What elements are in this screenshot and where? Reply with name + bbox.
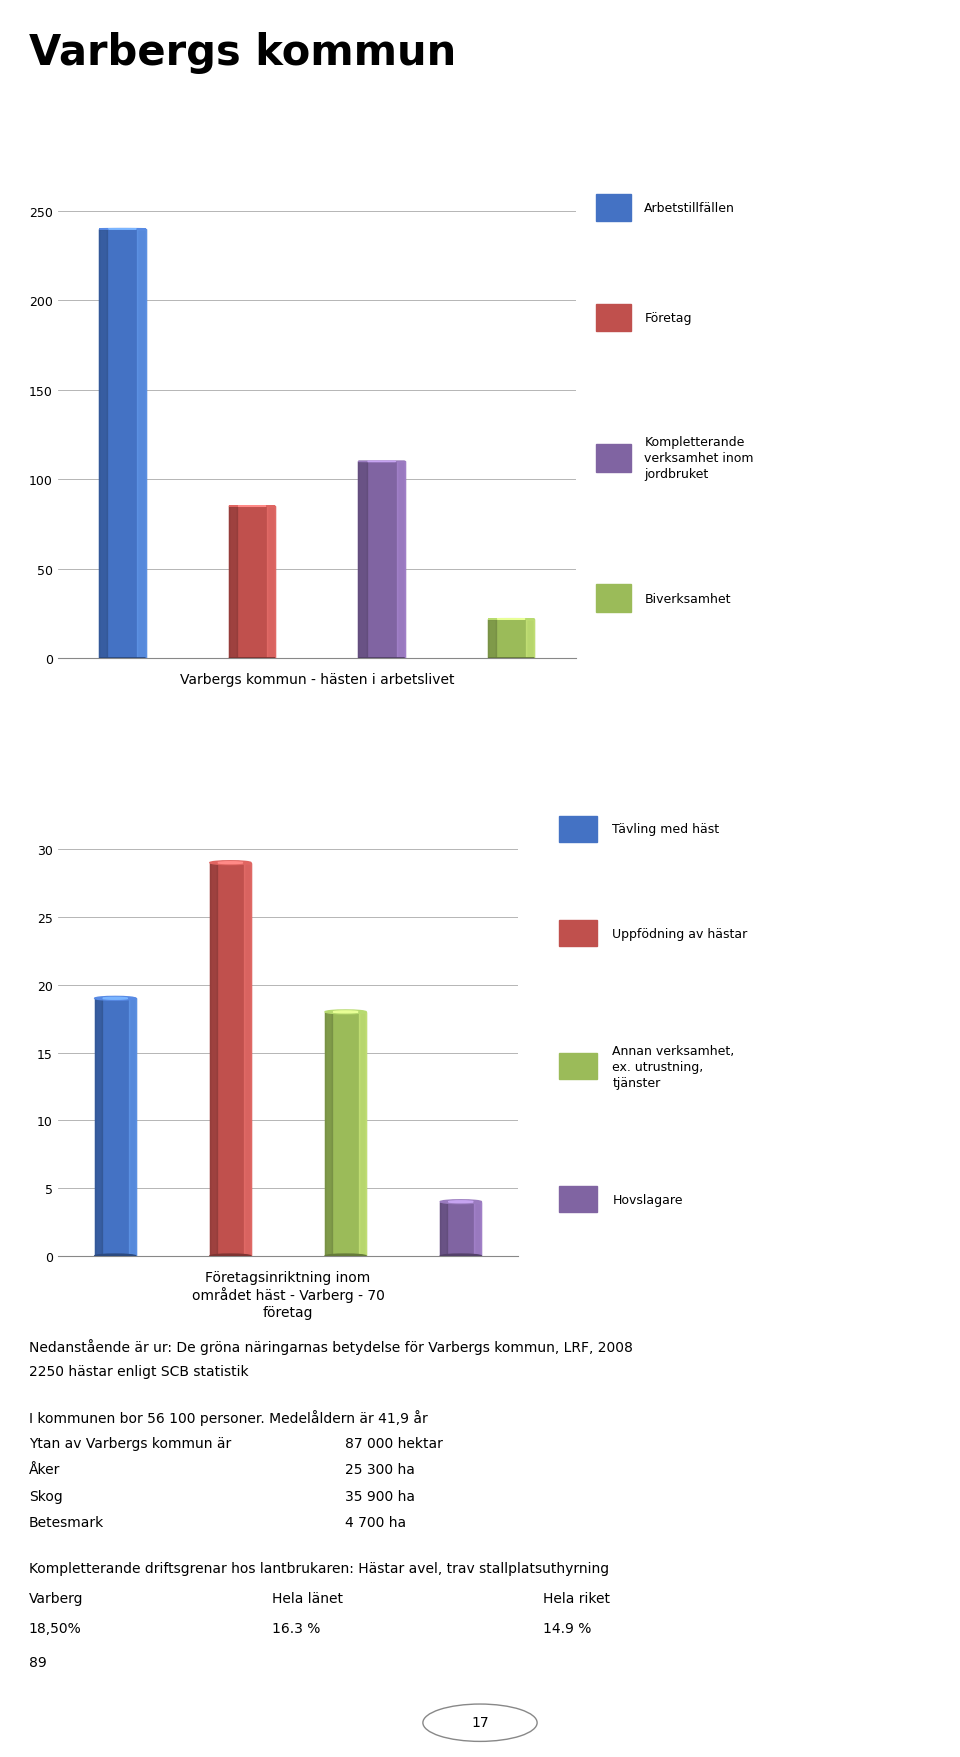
Ellipse shape: [95, 1254, 135, 1258]
Bar: [358, 462, 367, 659]
Text: Betesmark: Betesmark: [29, 1515, 104, 1529]
Ellipse shape: [210, 1254, 251, 1258]
Bar: [441, 1202, 481, 1256]
Text: Kompletterande
verksamhet inom
jordbruket: Kompletterande verksamhet inom jordbruke…: [644, 436, 754, 481]
Bar: [474, 1202, 481, 1256]
Bar: [559, 817, 597, 842]
Bar: [99, 230, 108, 659]
Bar: [228, 506, 237, 659]
Bar: [99, 230, 146, 659]
Bar: [596, 445, 631, 473]
Text: Varbergs kommun: Varbergs kommun: [29, 32, 456, 74]
Bar: [129, 998, 135, 1256]
Text: Ytan av Varbergs kommun är: Ytan av Varbergs kommun är: [29, 1435, 231, 1450]
Bar: [210, 863, 251, 1256]
Ellipse shape: [103, 998, 128, 1000]
Bar: [228, 506, 276, 659]
Bar: [325, 1012, 366, 1256]
Bar: [396, 462, 405, 659]
Text: Nedanstående är ur: De gröna näringarnas betydelse för Varbergs kommun, LRF, 200: Nedanstående är ur: De gröna näringarnas…: [29, 1337, 633, 1355]
Text: 14.9 %: 14.9 %: [543, 1622, 591, 1636]
Text: 89: 89: [29, 1655, 46, 1669]
Text: 25 300 ha: 25 300 ha: [345, 1462, 415, 1476]
Bar: [488, 620, 535, 659]
Text: 17: 17: [471, 1715, 489, 1729]
Text: Kompletterande driftsgrenar hos lantbrukaren: Hästar avel, trav stallplatsuthyrn: Kompletterande driftsgrenar hos lantbruk…: [29, 1560, 609, 1574]
Text: Företag: Företag: [644, 313, 692, 325]
Text: Varberg: Varberg: [29, 1592, 84, 1604]
Ellipse shape: [325, 1254, 366, 1258]
Bar: [95, 998, 135, 1256]
Text: 16.3 %: 16.3 %: [273, 1622, 321, 1636]
Bar: [559, 1054, 597, 1079]
Text: Skog: Skog: [29, 1488, 62, 1502]
Text: Åker: Åker: [29, 1462, 60, 1476]
Bar: [359, 1012, 366, 1256]
Text: 2250 hästar enligt SCB statistik: 2250 hästar enligt SCB statistik: [29, 1363, 249, 1377]
Text: Annan verksamhet,
ex. utrustning,
tjänster: Annan verksamhet, ex. utrustning, tjänst…: [612, 1044, 734, 1089]
Text: 35 900 ha: 35 900 ha: [345, 1488, 415, 1502]
Ellipse shape: [325, 1010, 366, 1014]
Bar: [526, 620, 535, 659]
Bar: [596, 585, 631, 613]
Text: 4 700 ha: 4 700 ha: [345, 1515, 406, 1529]
Bar: [244, 863, 251, 1256]
Ellipse shape: [210, 861, 251, 864]
Bar: [596, 195, 631, 221]
Ellipse shape: [333, 1012, 358, 1014]
Ellipse shape: [218, 863, 243, 864]
Text: 87 000 hektar: 87 000 hektar: [345, 1435, 443, 1450]
Bar: [210, 863, 217, 1256]
Ellipse shape: [448, 1202, 473, 1204]
X-axis label: Varbergs kommun - hästen i arbetslivet: Varbergs kommun - hästen i arbetslivet: [180, 673, 454, 687]
Text: Hela riket: Hela riket: [543, 1592, 611, 1604]
Text: 18,50%: 18,50%: [29, 1622, 82, 1636]
Text: Arbetstillfällen: Arbetstillfällen: [644, 202, 735, 214]
Bar: [267, 506, 276, 659]
Bar: [596, 304, 631, 332]
Bar: [358, 462, 405, 659]
Text: Hela länet: Hela länet: [273, 1592, 344, 1604]
Text: Tävling med häst: Tävling med häst: [612, 822, 720, 836]
Text: Hovslagare: Hovslagare: [612, 1193, 683, 1205]
Ellipse shape: [441, 1200, 481, 1204]
Text: I kommunen bor 56 100 personer. Medelåldern är 41,9 år: I kommunen bor 56 100 personer. Medelåld…: [29, 1409, 427, 1425]
Ellipse shape: [95, 996, 135, 1001]
Bar: [559, 1186, 597, 1212]
Bar: [325, 1012, 332, 1256]
Bar: [95, 998, 102, 1256]
Bar: [559, 921, 597, 947]
X-axis label: Företagsinriktning inom
området häst - Varberg - 70
företag: Företagsinriktning inom området häst - V…: [192, 1270, 384, 1320]
Ellipse shape: [441, 1254, 481, 1258]
Bar: [137, 230, 146, 659]
Bar: [488, 620, 496, 659]
Bar: [441, 1202, 447, 1256]
Text: Biverksamhet: Biverksamhet: [644, 592, 731, 604]
Text: Uppfödning av hästar: Uppfödning av hästar: [612, 928, 748, 940]
